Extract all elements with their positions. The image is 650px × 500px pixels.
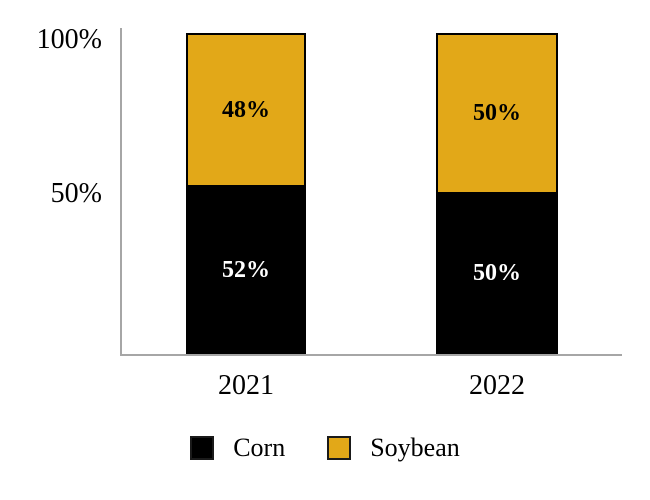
x-axis-label-2021: 2021 [218,370,274,401]
bar-segment-soybean-2021: 48% [186,33,306,188]
bar-segment-corn-2022: 50% [436,193,558,354]
x-axis-line [120,354,622,356]
legend-item-corn: Corn [190,434,285,462]
x-axis-label-2022: 2022 [469,370,525,401]
y-axis-tick-label-50: 50% [50,178,102,209]
bar-segment-corn-2021: 52% [186,187,306,354]
corn-swatch-icon [190,436,215,460]
y-axis-tick-label-100: 100% [36,24,102,55]
bar-2021: 48% 52% [186,33,306,354]
legend-item-soybean: Soybean [327,434,460,462]
bar-segment-soybean-2022: 50% [436,33,558,194]
bar-2022: 50% 50% [436,33,558,354]
legend: Corn Soybean [0,434,650,462]
legend-label-soybean: Soybean [370,433,460,462]
soybean-swatch-icon [327,436,352,460]
legend-label-corn: Corn [233,433,286,462]
y-axis-line [120,28,122,356]
